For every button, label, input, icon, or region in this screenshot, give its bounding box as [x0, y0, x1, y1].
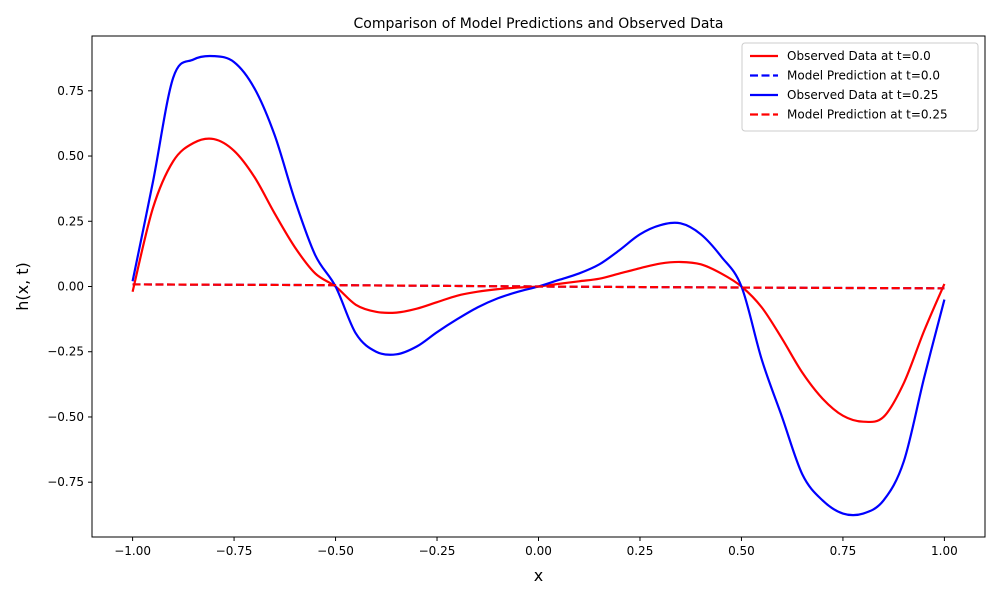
legend: Observed Data at t=0.0 Model Prediction a… [741, 42, 979, 132]
series-line-4 [132, 283, 945, 290]
x-tick-label: 0.00 [525, 544, 552, 558]
y-tick-label: −0.75 [47, 475, 84, 489]
x-tick-label: −0.50 [317, 544, 354, 558]
x-tick-label: −1.00 [114, 544, 151, 558]
legend-label: Observed Data at t=0.0 [787, 49, 931, 63]
series-line-1 [131, 137, 946, 424]
y-tick-label: 0.75 [57, 84, 84, 98]
x-tick-label: 0.75 [830, 544, 857, 558]
y-tick-label: 0.50 [57, 149, 84, 163]
y-axis: −0.75 −0.50 −0.25 0.00 0.25 0.50 0.75 [47, 84, 92, 489]
y-axis-label: h(x, t) [13, 262, 32, 311]
y-tick-label: −0.25 [47, 345, 84, 359]
legend-label: Observed Data at t=0.25 [787, 88, 938, 102]
y-tick-label: −0.50 [47, 410, 84, 424]
x-tick-label: −0.25 [419, 544, 456, 558]
x-axis-label: x [534, 566, 543, 585]
plot-area [131, 54, 946, 517]
x-tick-label: 0.50 [728, 544, 755, 558]
x-tick-label: 1.00 [931, 544, 958, 558]
legend-label: Model Prediction at t=0.25 [787, 108, 948, 122]
x-tick-label: −0.75 [216, 544, 253, 558]
y-tick-label: 0.25 [57, 214, 84, 228]
x-axis: −1.00 −0.75 −0.50 −0.25 0.00 0.25 0.50 0.75 1.00 [114, 537, 958, 558]
legend-box [741, 42, 979, 132]
x-tick-label: 0.25 [627, 544, 654, 558]
y-tick-label: 0.00 [57, 280, 84, 294]
chart-title: Comparison of Model Predictions and Obse… [353, 16, 723, 32]
legend-label: Model Prediction at t=0.0 [787, 69, 940, 83]
